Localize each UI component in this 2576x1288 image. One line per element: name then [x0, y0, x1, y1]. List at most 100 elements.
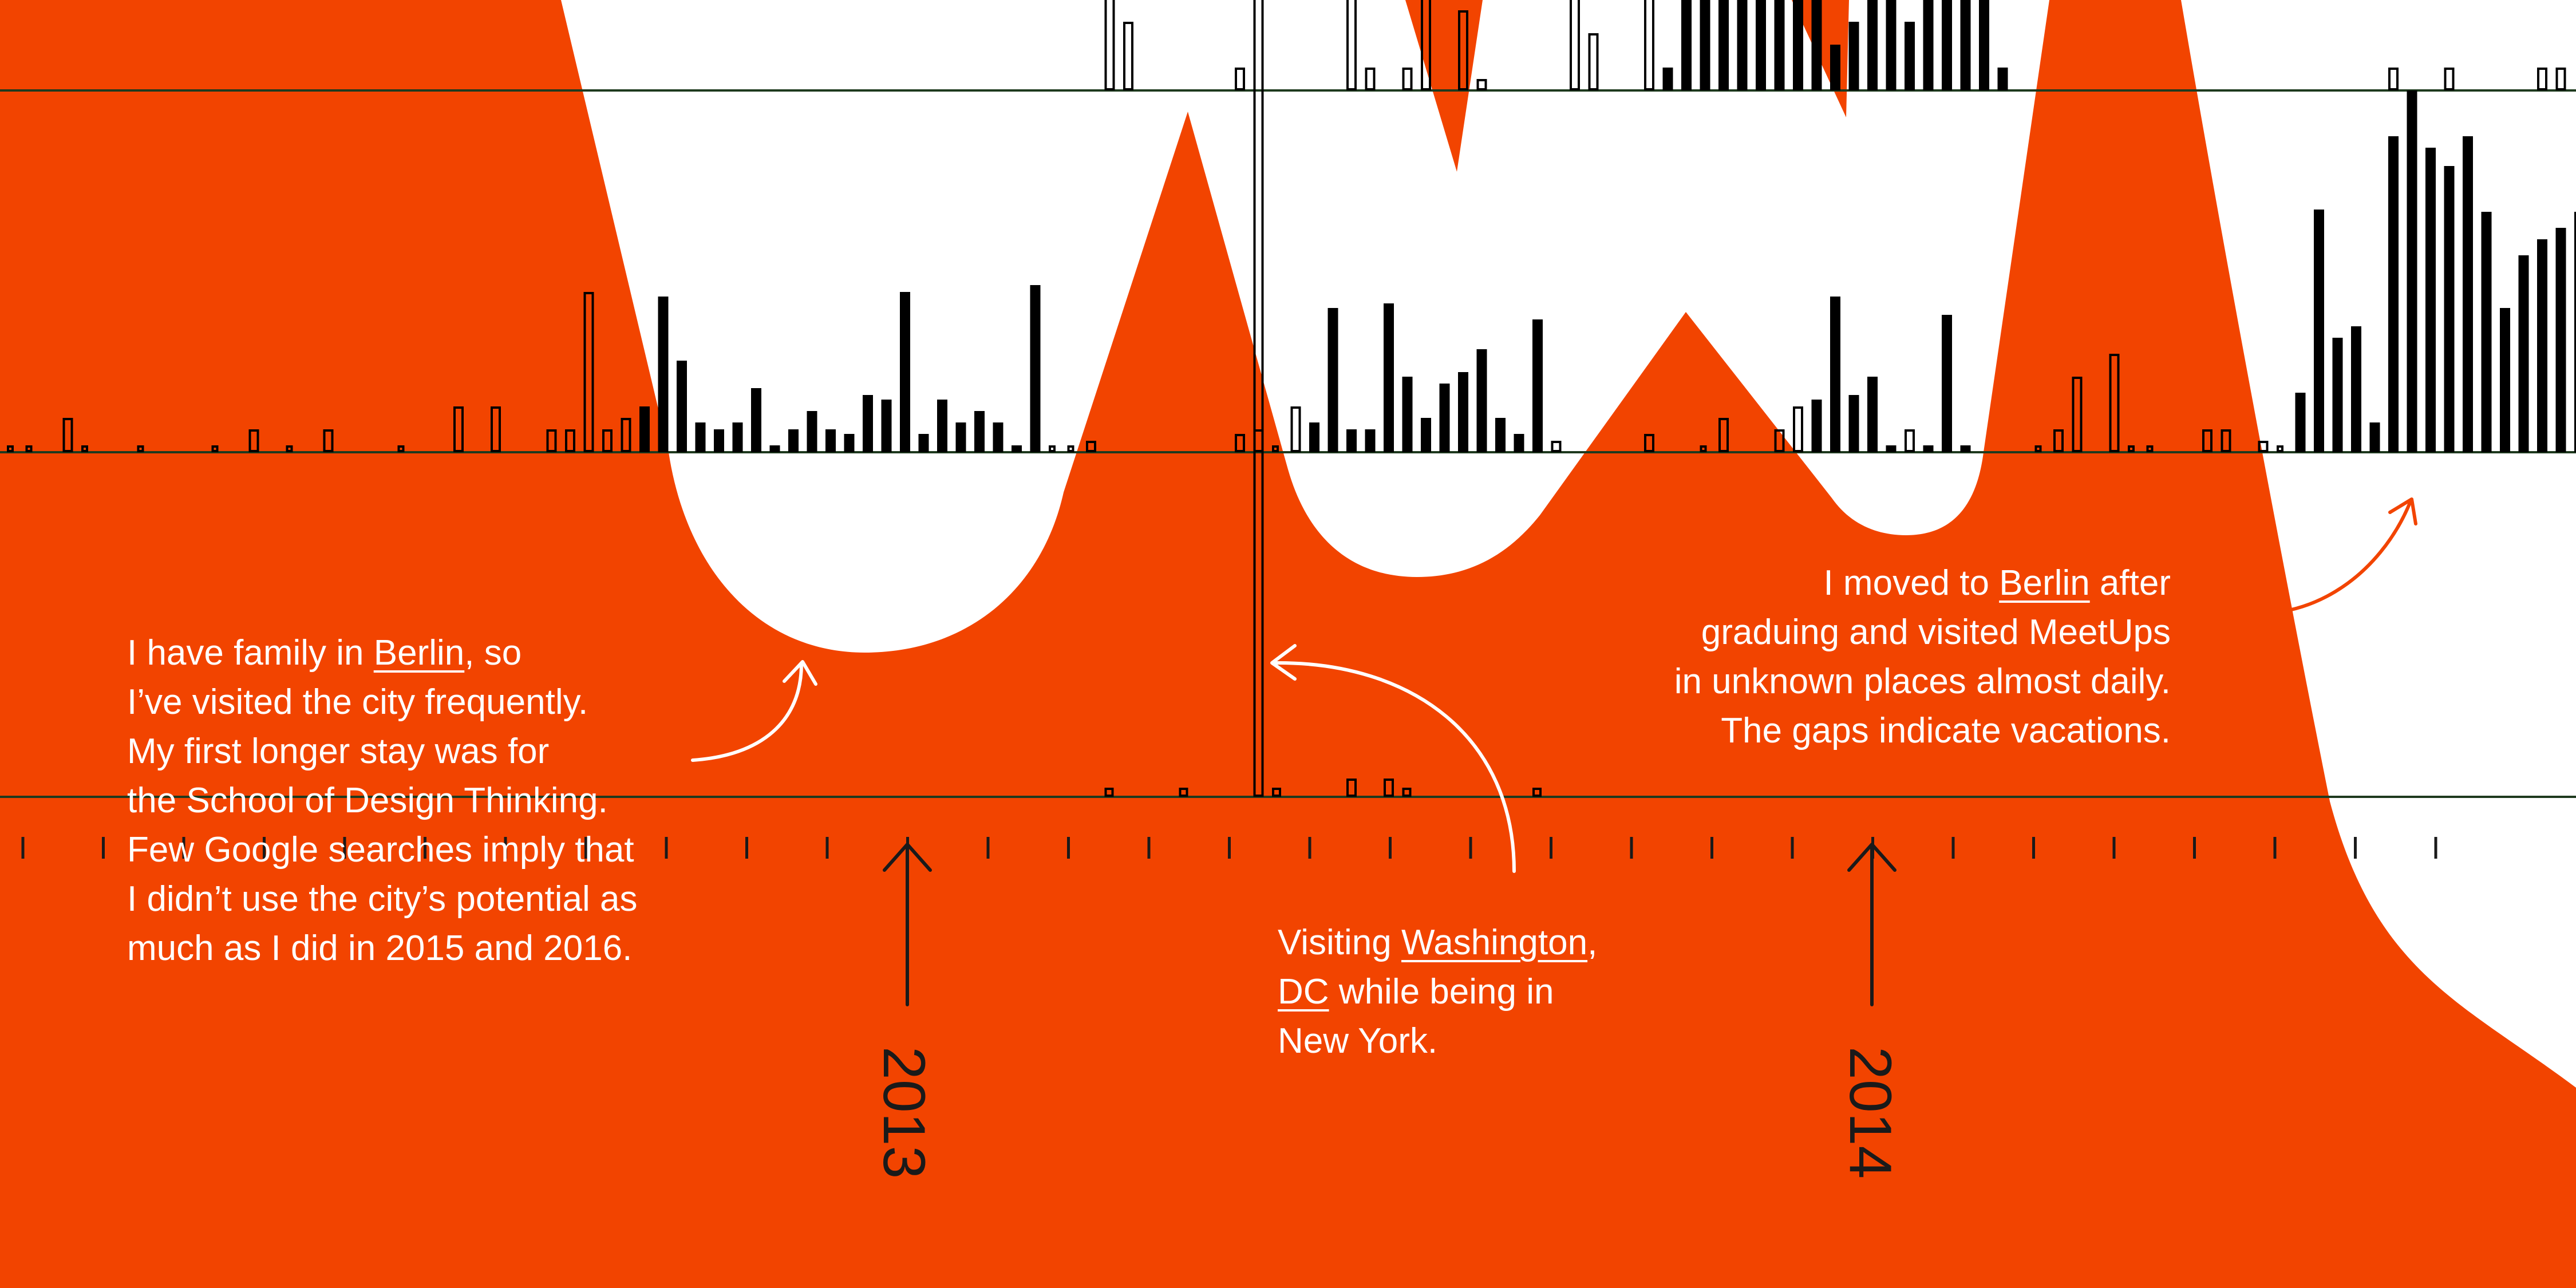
washington-arrow-head — [1270, 644, 1297, 681]
middle-row-bar — [807, 411, 817, 452]
middle-row-bar — [1235, 434, 1245, 452]
middle-row-bar — [2425, 148, 2436, 452]
top-row-bar — [2555, 68, 2566, 90]
middle-row-bar — [621, 418, 631, 452]
top-row-bar — [1681, 0, 1692, 90]
annotation-text: My first longer stay was for — [127, 732, 550, 771]
middle-row-bar — [881, 400, 892, 452]
middle-row-bar — [1272, 445, 1279, 452]
annotation-berlin-family: I have family in Berlin, so I’ve visited … — [127, 629, 814, 973]
middle-row-bar — [1030, 285, 1041, 452]
annotation-line: I didn’t use the city’s potential as — [127, 875, 814, 924]
middle-row-bar — [900, 292, 910, 452]
middle-row-bar — [137, 445, 144, 452]
annotation-arrows — [691, 497, 2417, 1006]
middle-row-bar — [2463, 136, 2473, 452]
middle-row-bar — [25, 445, 33, 452]
middle-row-bar — [81, 445, 88, 452]
middle-row-bar — [1793, 406, 1803, 452]
top-row-bar — [1848, 22, 1859, 90]
top-row-bar — [1811, 0, 1822, 90]
annotation-text: Few Google searches imply that — [127, 830, 634, 870]
annotation-line: New York. — [1278, 1017, 1713, 1066]
top-row-bar — [1476, 79, 1487, 90]
annotation-line: The gaps indicate vacations. — [1477, 706, 2171, 756]
middle-row-bar — [1514, 434, 1524, 452]
top-row-bar — [1458, 10, 1468, 90]
year-2014-pointer-head — [1847, 843, 1897, 872]
bottom-row-bars — [1104, 0, 1542, 797]
middle-row-bar — [974, 411, 985, 452]
middle-row-bar — [2332, 338, 2343, 452]
bar-series — [7, 0, 2576, 797]
annotation-text: the School of Design Thinking. — [127, 781, 608, 820]
bottom-row-bar — [1384, 779, 1394, 797]
middle-row-bar — [2351, 326, 2361, 452]
middle-row-bar — [1309, 422, 1319, 452]
middle-row-bar — [844, 434, 855, 452]
middle-row-bar — [1942, 315, 1952, 452]
annotation-line: Few Google searches imply that — [127, 825, 814, 875]
annotation-text: after — [2089, 563, 2171, 603]
middle-row-bar — [918, 434, 929, 452]
middle-row-bar — [2202, 429, 2212, 452]
place-name: Washington — [1401, 923, 1588, 962]
top-row-bar — [2444, 68, 2455, 90]
middle-row-bar — [788, 429, 799, 452]
middle-row-bar — [211, 445, 219, 452]
top-row-bar — [1923, 0, 1934, 90]
top-row-bar — [1123, 22, 1133, 90]
place-name: Berlin — [373, 633, 465, 673]
annotation-line: much as I did in 2015 and 2016. — [127, 924, 814, 973]
annotation-line: graduing and visited MeetUps — [1477, 608, 2171, 657]
berlin-family-arrow — [691, 660, 817, 762]
middle-row-bar — [2146, 445, 2154, 452]
annotation-text: The gaps indicate vacations. — [1721, 711, 2171, 750]
year-label-2014: 2014 — [1837, 1046, 1903, 1179]
middle-row-bar — [286, 445, 293, 452]
middle-row-bar — [2369, 422, 2380, 452]
annotation-text: while being in — [1329, 972, 1554, 1012]
year-2014-pointer — [1847, 843, 1897, 1006]
time-axis-ticks — [21, 837, 2437, 859]
middle-row-bar — [1532, 319, 1543, 452]
top-row-bars — [1104, 0, 2566, 90]
top-row-bar — [1421, 0, 1431, 90]
middle-row-bar — [1086, 441, 1096, 452]
bottom-row-bar — [1272, 788, 1281, 797]
washington-arrow-shaft — [1272, 661, 1516, 873]
middle-row-bar — [1644, 434, 1654, 452]
middle-row-bar — [2053, 429, 2064, 452]
middle-row-bars — [7, 90, 2576, 452]
middle-row-bar — [1848, 395, 1859, 452]
place-name: Berlin — [1999, 563, 2090, 603]
bottom-row-bar — [1104, 788, 1114, 797]
washington-arrow — [1270, 644, 1516, 873]
middle-row-bar — [583, 292, 594, 452]
top-row-bar — [1700, 0, 1710, 90]
middle-row-bar — [1327, 308, 1338, 452]
middle-row-bar — [2277, 445, 2283, 452]
middle-row-bar — [2407, 90, 2417, 452]
middle-row-bar — [825, 429, 836, 452]
annotation-text: much as I did in 2015 and 2016. — [127, 929, 633, 968]
middle-row-bar — [1458, 372, 1468, 452]
annotation-text: I’ve visited the city frequently. — [127, 682, 588, 722]
middle-row-bar — [2295, 393, 2306, 452]
middle-row-bar — [397, 445, 405, 452]
middle-row-bar — [1067, 445, 1074, 452]
annotation-text: I moved to — [1823, 563, 2000, 603]
middle-row-bar — [2128, 445, 2135, 452]
top-row-bar — [1235, 68, 1245, 90]
middle-row-bar — [2555, 228, 2566, 452]
top-row-bar — [1997, 68, 2008, 90]
annotation-line: I moved to Berlin after — [1477, 559, 2171, 608]
annotation-text: in unknown places almost daily. — [1674, 662, 2171, 701]
middle-row-bar — [714, 429, 724, 452]
place-name: DC — [1278, 972, 1329, 1012]
middle-row-bar — [323, 429, 334, 452]
middle-row-bar — [2481, 212, 2492, 452]
top-row-bar — [1793, 0, 1803, 90]
